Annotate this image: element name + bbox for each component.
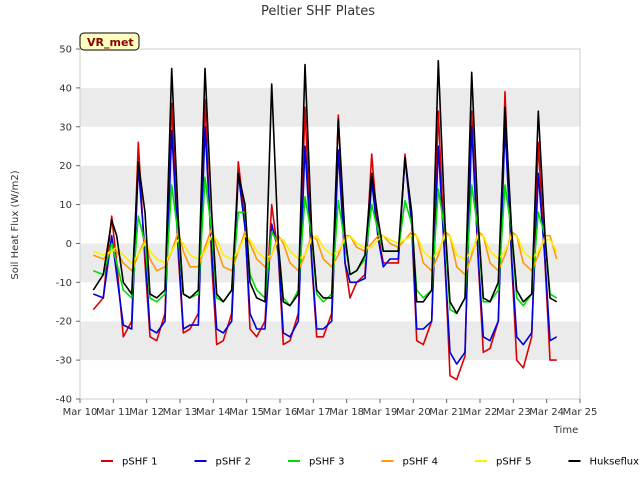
grid-band bbox=[80, 321, 580, 361]
x-tick-label: Mar 18 bbox=[329, 407, 364, 418]
badge-label: VR_met bbox=[87, 36, 134, 49]
x-tick-label: Mar 14 bbox=[196, 407, 231, 418]
x-tick-label: Mar 17 bbox=[296, 407, 331, 418]
series-line-pshf-5 bbox=[93, 234, 558, 264]
legend: pSHF 1 pSHF 2 pSHF 3 pSHF 4 pSHF 5 Hukseflux bbox=[101, 457, 639, 468]
y-axis-label: Soil Heat Flux (W/m2) bbox=[10, 170, 21, 279]
y-tick-label: 20 bbox=[59, 161, 72, 172]
y-tick-label: 30 bbox=[59, 122, 72, 133]
x-tick-label: Mar 22 bbox=[463, 407, 498, 418]
series-line-hukseflux bbox=[92, 59, 558, 315]
y-tick-label: 0 bbox=[66, 239, 72, 250]
y-tick-label: -40 bbox=[56, 395, 72, 406]
grid-band bbox=[80, 49, 580, 88]
y-tick-label: 50 bbox=[59, 45, 72, 56]
grid-band bbox=[80, 282, 580, 322]
x-tick-label: Mar 13 bbox=[163, 407, 198, 418]
x-tick-label: Mar 11 bbox=[96, 407, 131, 418]
grid-band bbox=[80, 165, 580, 205]
x-tick-label: Mar 25 bbox=[563, 407, 598, 418]
legend-label: pSHF 1 bbox=[122, 457, 158, 468]
x-tick-label: Mar 20 bbox=[396, 407, 431, 418]
x-tick-label: Mar 16 bbox=[263, 407, 298, 418]
legend-label: pSHF 3 bbox=[309, 457, 345, 468]
series-line-pshf-4 bbox=[93, 227, 558, 276]
x-tick-label: Mar 19 bbox=[363, 407, 398, 418]
grid-band bbox=[80, 204, 580, 244]
x-tick-label: Mar 21 bbox=[429, 407, 464, 418]
y-tick-label: -30 bbox=[56, 356, 72, 367]
grid-band bbox=[80, 87, 580, 127]
y-tick-label: 40 bbox=[59, 83, 72, 94]
grid-band bbox=[80, 126, 580, 166]
legend-label: pSHF 5 bbox=[496, 457, 532, 468]
y-tick-label: -10 bbox=[56, 278, 72, 289]
y-tick-label: -20 bbox=[56, 317, 72, 328]
plot-frame bbox=[79, 48, 581, 400]
grid-band bbox=[80, 360, 580, 399]
y-axis: -40 -30 -20 -10 0 10 20 30 40 50 bbox=[56, 45, 80, 406]
badge-box bbox=[79, 32, 140, 51]
x-tick-label: Mar 12 bbox=[129, 407, 164, 418]
station-badge: VR_met bbox=[79, 32, 140, 51]
x-tick-label: Mar 15 bbox=[229, 407, 264, 418]
legend-label: pSHF 4 bbox=[403, 457, 439, 468]
series-line-pshf-2 bbox=[93, 126, 558, 365]
series-lines bbox=[92, 59, 558, 381]
x-tick-label: Mar 24 bbox=[529, 407, 564, 418]
y-tick-label: 10 bbox=[59, 200, 72, 211]
x-tick-label: Mar 10 bbox=[63, 407, 98, 418]
x-axis-label: Time bbox=[553, 425, 578, 436]
x-tick-label: Mar 23 bbox=[496, 407, 531, 418]
legend-label: pSHF 2 bbox=[216, 457, 252, 468]
legend-label: Hukseflux bbox=[590, 457, 640, 468]
chart-title: Peltier SHF Plates bbox=[261, 4, 375, 19]
